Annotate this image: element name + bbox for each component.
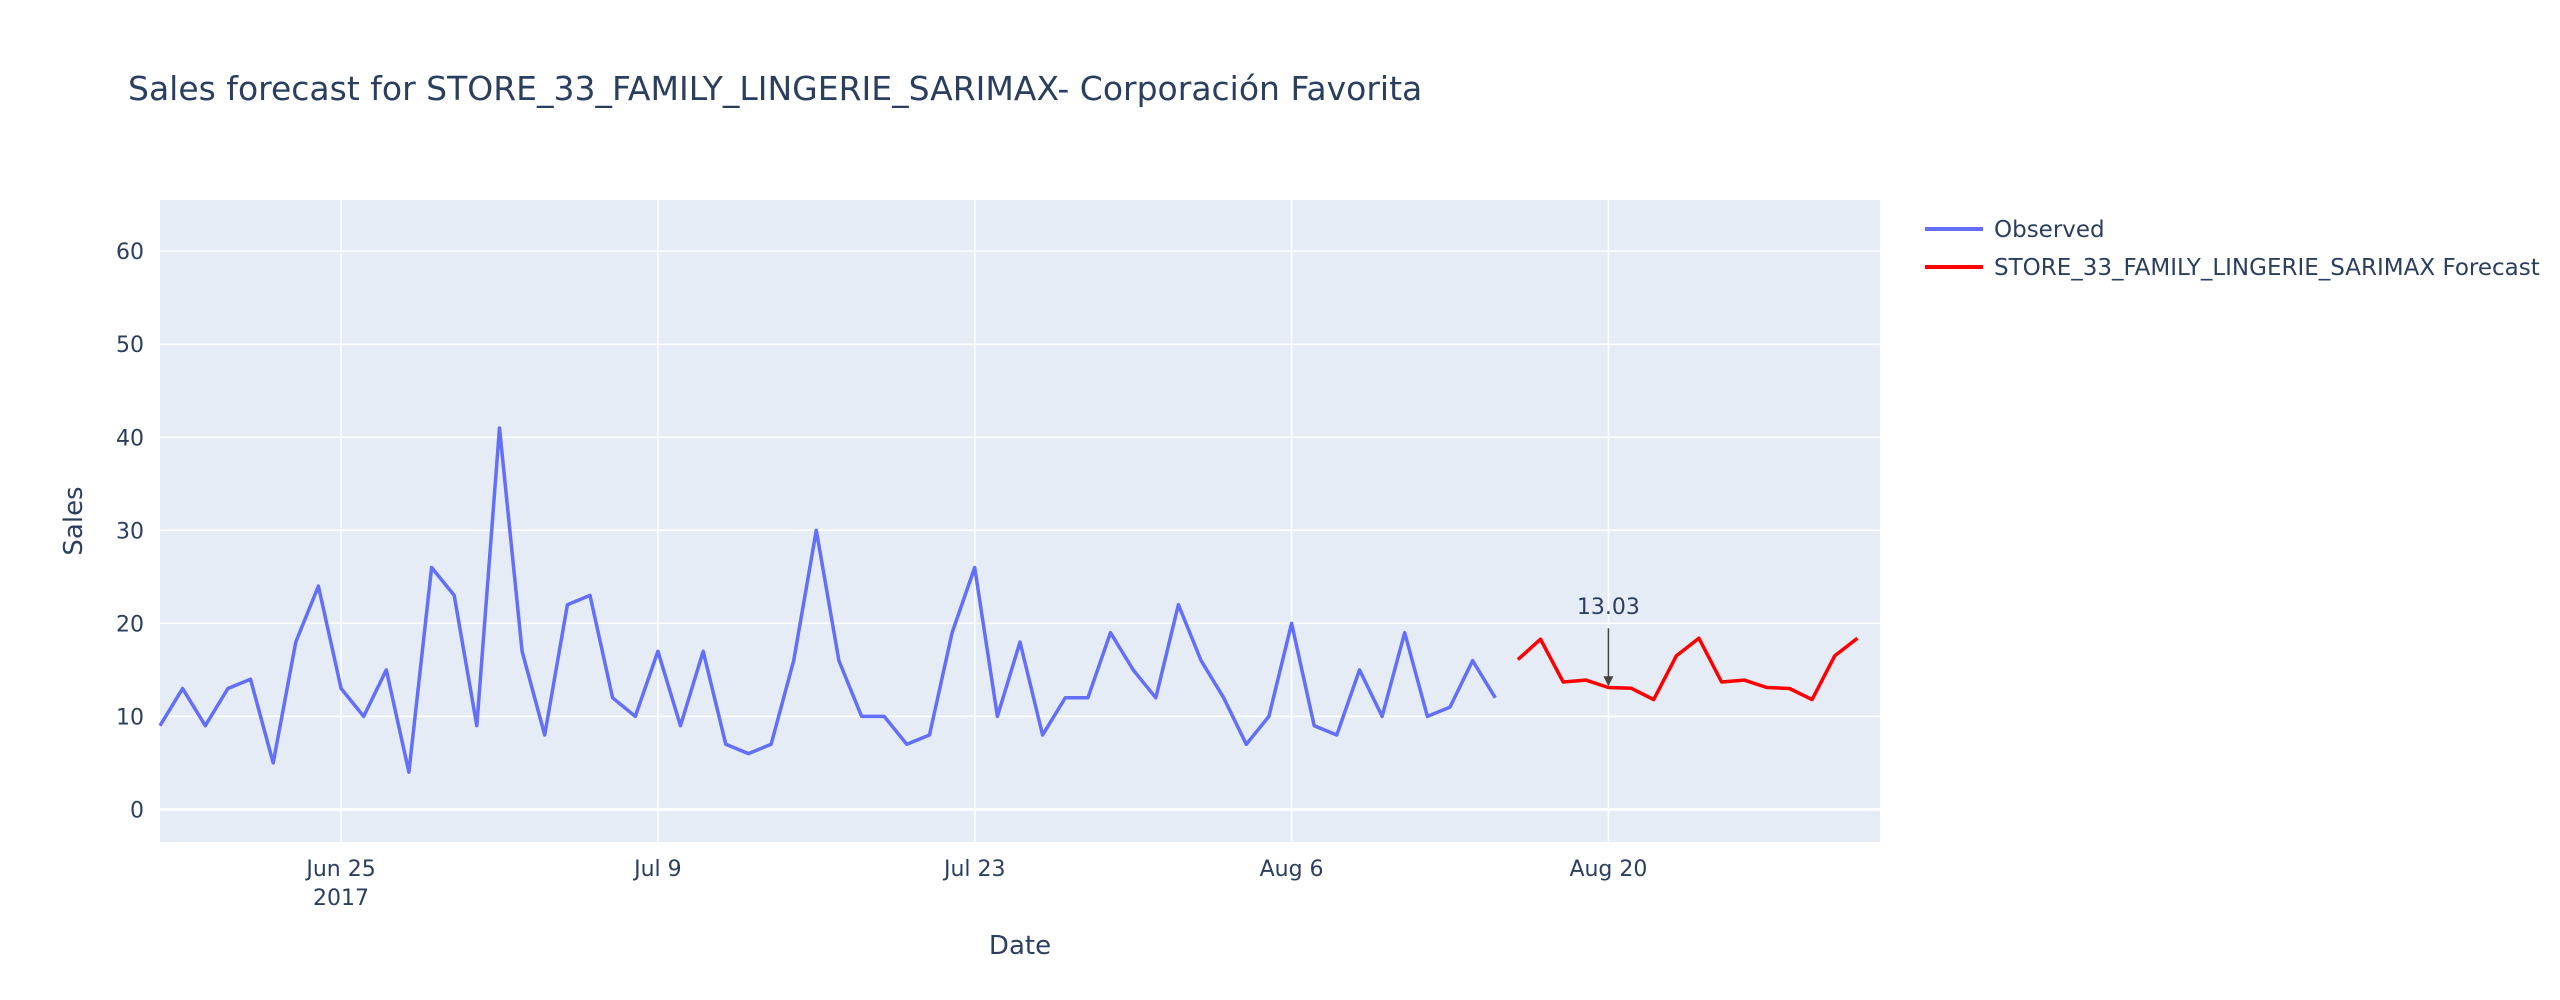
forecast-line	[1516, 636, 1859, 702]
annotation-arrow-head	[1603, 676, 1614, 687]
legend-item[interactable]: STORE_33_FAMILY_LINGERIE_SARIMAX Forecas…	[1925, 255, 2540, 281]
y-tick-label: 50	[116, 333, 144, 358]
y-tick-label: 40	[116, 426, 144, 451]
x-tick-label: Aug 6	[1260, 857, 1324, 882]
legend-label: STORE_33_FAMILY_LINGERIE_SARIMAX Forecas…	[1994, 255, 2540, 281]
legend-item[interactable]: Observed	[1925, 217, 2105, 243]
x-tick-label: Aug 20	[1569, 857, 1647, 882]
y-tick-label: 10	[116, 705, 144, 730]
y-axis-ticks: 0 10 20 30 40 50 60	[116, 240, 144, 823]
legend[interactable]: Observed STORE_33_FAMILY_LINGERIE_SARIMAX…	[1925, 217, 2540, 281]
annotation-label: 13.03	[1577, 595, 1640, 620]
y-tick-label: 60	[116, 240, 144, 265]
series-lines	[158, 426, 1859, 774]
x-axis-ticks: Jun 25 2017 Jul 9 Jul 23 Aug 6 Aug 20	[304, 857, 1647, 911]
x-tick-label: Jun 25	[304, 857, 375, 882]
x-tick-sublabel: 2017	[313, 886, 369, 911]
grid-lines	[160, 200, 1880, 842]
y-tick-label: 30	[116, 519, 144, 544]
x-tick-label: Jul 23	[942, 857, 1006, 882]
x-axis-title: Date	[989, 931, 1051, 961]
x-tick-label: Jul 9	[632, 857, 682, 882]
legend-label: Observed	[1994, 217, 2105, 243]
plot-area	[160, 200, 1880, 842]
y-tick-label: 20	[116, 612, 144, 637]
y-axis-title: Sales	[59, 486, 89, 555]
chart-title: Sales forecast for STORE_33_FAMILY_LINGE…	[128, 69, 1422, 108]
y-tick-label: 0	[130, 798, 144, 823]
annotation: 13.03	[1577, 595, 1640, 687]
observed-line	[158, 426, 1497, 774]
